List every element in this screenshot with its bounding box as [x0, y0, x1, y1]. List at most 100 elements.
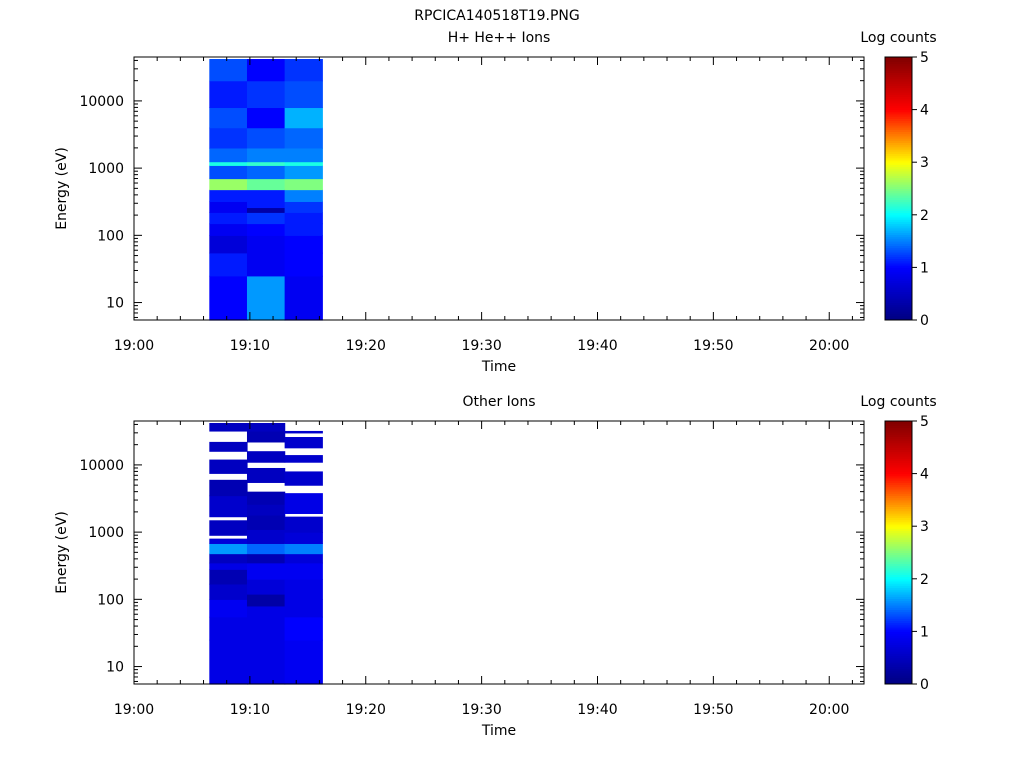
colorbar-segment: [885, 659, 912, 663]
colorbar-segment: [885, 116, 912, 119]
colorbar-segment: [885, 519, 912, 523]
heatmap-cell: [284, 553, 323, 564]
y-tick-label: 1000: [88, 161, 124, 177]
colorbar-segment: [885, 249, 912, 253]
colorbar-segment: [885, 111, 912, 115]
y-tick-label: 10000: [79, 94, 124, 110]
heatmap-cell: [209, 127, 248, 149]
heatmap-cell: [209, 599, 248, 618]
colorbar-segment: [885, 458, 912, 461]
heatmap-cell: [209, 479, 248, 497]
heatmap-cell: [284, 639, 323, 685]
colorbar-segment: [885, 92, 912, 95]
colorbar-frame: [884, 56, 913, 321]
colorbar-segment: [885, 291, 912, 295]
colorbar-segment: [885, 289, 912, 293]
panel-h-he-ions: H+ He++ Ions 19:00 19:10 19:20 19:30 19:40 19:…: [54, 30, 937, 375]
colorbar-segment: [885, 545, 912, 549]
colorbar-segment: [885, 537, 912, 540]
colorbar-segment: [885, 280, 912, 284]
colorbar-segment: [885, 675, 912, 678]
heatmap-cell: [284, 430, 323, 434]
colorbar-segment: [885, 184, 912, 187]
colorbar-segment: [885, 81, 912, 84]
colorbar-segment: [885, 534, 912, 538]
colorbar-segment: [885, 532, 912, 536]
colorbar-segment: [885, 666, 912, 670]
colorbar-segment: [885, 624, 912, 628]
colorbar-segment: [885, 245, 912, 249]
colorbar-segment: [885, 243, 912, 246]
heatmap-cell: [246, 147, 286, 163]
x-tick-label: 19:20: [346, 702, 386, 718]
colorbar-segment: [885, 530, 912, 534]
colorbar-tick-label: 5: [920, 414, 929, 430]
colorbar-segment: [885, 160, 912, 163]
heatmap-cell: [246, 579, 286, 595]
colorbar-segment: [885, 434, 912, 437]
colorbar-segment: [885, 278, 912, 282]
heatmap-cell: [284, 562, 323, 580]
heatmap-cell: [246, 80, 286, 109]
colorbar-segment: [885, 267, 912, 271]
x-tick-label: 19:30: [461, 702, 501, 718]
colorbar-segment: [885, 85, 912, 89]
heatmap-cell: [209, 423, 248, 432]
heatmap-cell: [246, 514, 286, 530]
colorbar-segment: [885, 453, 912, 457]
colorbar-segment: [885, 118, 912, 122]
colorbar-segment: [885, 510, 912, 514]
colorbar-segment: [885, 201, 912, 205]
colorbar-segment: [885, 648, 912, 652]
colorbar-segment: [885, 585, 912, 589]
colorbar-segment: [885, 315, 912, 319]
colorbar-segment: [885, 563, 912, 567]
colorbar-segment: [885, 65, 912, 69]
colorbar-segment: [885, 219, 912, 222]
heatmap-cell: [246, 161, 286, 166]
colorbar-segment: [885, 664, 912, 667]
colorbar-segment: [885, 103, 912, 106]
colorbar-segment: [885, 423, 912, 426]
heatmap-cell: [246, 223, 286, 236]
heatmap-cell: [246, 430, 286, 443]
colorbar-segment: [885, 473, 912, 477]
colorbar-segment: [885, 526, 912, 529]
colorbar-segment: [885, 622, 912, 626]
heatmap-cell: [284, 543, 323, 555]
heatmap-cell: [284, 201, 323, 213]
colorbar-segment: [885, 273, 912, 277]
colorbar-segment: [885, 302, 912, 306]
colorbar-segment: [885, 548, 912, 551]
colorbar-segment: [885, 214, 912, 218]
colorbar-segment: [885, 655, 912, 659]
heatmap-cell: [284, 471, 323, 486]
colorbar-segment: [885, 300, 912, 303]
colorbar-segment: [885, 87, 912, 91]
colorbar-segment: [885, 602, 912, 606]
heatmap-cell: [284, 80, 323, 109]
heatmap-cell: [284, 223, 323, 236]
colorbar-segment: [885, 236, 912, 240]
colorbar-segment: [885, 673, 912, 676]
colorbar-segment: [885, 138, 912, 141]
colorbar-segment: [885, 438, 912, 442]
heatmap-cell: [246, 553, 286, 564]
colorbar-segment: [885, 611, 912, 615]
colorbar-segment: [885, 311, 912, 314]
colorbar-segment: [885, 456, 912, 459]
panel-title: Other Ions: [462, 394, 535, 410]
heatmap-cell: [284, 275, 323, 321]
colorbar-segment: [885, 670, 912, 674]
colorbar-segment: [885, 556, 912, 560]
colorbar-segment: [885, 499, 912, 503]
colorbar-segment: [885, 471, 912, 475]
colorbar-segment: [885, 177, 912, 181]
colorbar-segment: [885, 429, 912, 433]
heatmap-cell: [209, 212, 248, 225]
heatmap-cell: [284, 127, 323, 149]
colorbar-segment: [885, 421, 912, 424]
colorbar-segment: [885, 260, 912, 264]
colorbar-segment: [885, 607, 912, 610]
colorbar-tick-label: 2: [920, 208, 929, 224]
